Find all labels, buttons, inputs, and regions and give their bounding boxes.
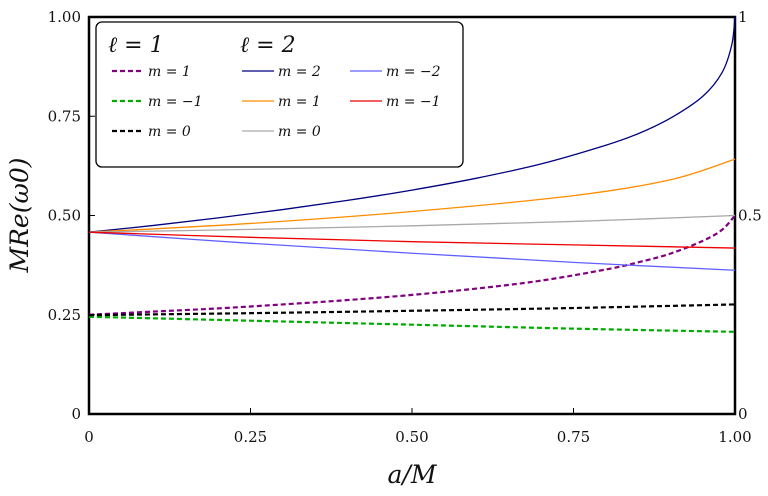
series-line-3 <box>88 16 736 233</box>
y-tick-label-left: 1.00 <box>48 8 81 26</box>
series-line-5 <box>88 214 736 233</box>
legend-box <box>95 21 464 168</box>
x-axis-ticks: 0 0.25 0.50 0.75 1.00 <box>84 408 752 446</box>
series-line-2 <box>88 303 736 317</box>
y-axis-left-ticks: 0 0.25 0.50 0.75 1.00 <box>48 8 95 423</box>
y-tick-label-left: 0.50 <box>48 207 81 225</box>
legend-label: m = 0 <box>278 124 321 140</box>
series-line-4 <box>88 158 736 233</box>
x-axis-label: a/M <box>388 460 438 489</box>
x-tick-label: 0.25 <box>234 428 267 446</box>
legend: ℓ = 1 ℓ = 2 m = 1m = −1m = 0m = 2m = 1m … <box>95 21 464 168</box>
y-tick-label-left: 0.75 <box>48 107 81 125</box>
legend-label: m = 2 <box>278 64 321 80</box>
series-line-7 <box>88 231 736 249</box>
y-tick-label-right: 0 <box>738 405 748 423</box>
legend-header-l1: ℓ = 1 <box>108 33 164 58</box>
y-axis-label: MRe(ω0) <box>5 157 34 273</box>
x-tick-label: 0.50 <box>395 428 428 446</box>
y-axis-right-ticks: 00.51 <box>729 8 762 423</box>
legend-header-l2: ℓ = 2 <box>240 33 296 58</box>
legend-label: m = −1 <box>386 94 441 110</box>
series-line-1 <box>88 315 736 333</box>
y-tick-label-right: 0.5 <box>738 207 762 225</box>
legend-label: m = 1 <box>148 64 191 80</box>
y-tick-label-left: 0 <box>71 405 81 423</box>
series-line-0 <box>88 214 736 316</box>
x-tick-label: 1.00 <box>718 428 751 446</box>
series-line-6 <box>88 231 736 271</box>
legend-entries: m = 1 m = −1 m = 0 m = 2 m = 1 m = 0 m = −2 m =… <box>112 64 441 140</box>
legend-label: m = −2 <box>386 64 441 80</box>
y-tick-label-right: 1 <box>738 8 748 26</box>
legend-label: m = 0 <box>148 124 191 140</box>
series-layer <box>88 16 736 333</box>
legend-label: m = 1 <box>278 94 321 110</box>
y-tick-label-left: 0.25 <box>48 306 81 324</box>
legend-label: m = −1 <box>148 94 203 110</box>
x-tick-label: 0.75 <box>557 428 590 446</box>
x-tick-label: 0 <box>84 428 94 446</box>
